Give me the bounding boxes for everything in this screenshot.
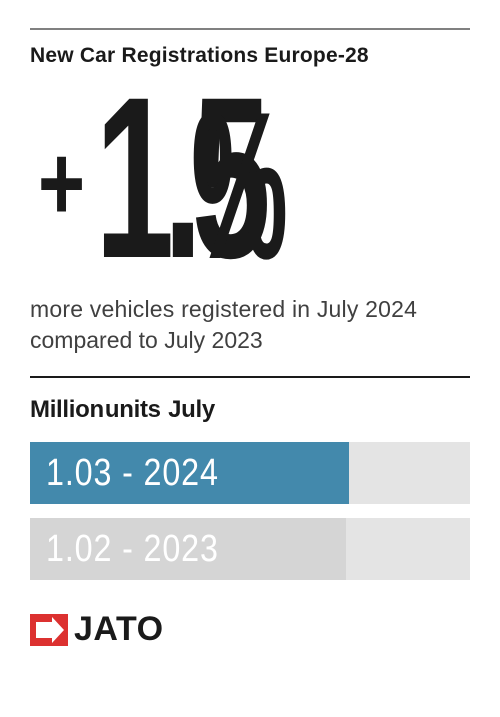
- bar-fill-2023: 1.02 - 2023: [30, 518, 346, 580]
- arrow-icon: [30, 614, 68, 646]
- bar-label-2023: 1.02 - 2023: [46, 528, 219, 571]
- bar-row-2024: 1.03 - 2024: [30, 442, 470, 504]
- headline-prefix: +: [38, 140, 85, 226]
- headline-suffix: %: [191, 102, 288, 270]
- chart-title: Millionunits July: [30, 396, 470, 424]
- bar-row-2023: 1.02 - 2023: [30, 518, 470, 580]
- bar-fill-2024: 1.03 - 2024: [30, 442, 349, 504]
- bar-chart: 1.03 - 2024 1.02 - 2023: [30, 442, 470, 580]
- top-rule: [30, 28, 470, 30]
- bar-label-2024: 1.03 - 2024: [46, 452, 219, 495]
- subtitle-line2: compared to July 2023: [30, 327, 263, 353]
- jato-logo-text: JATO: [74, 610, 164, 649]
- headline-figure: + 1.5 %: [30, 86, 470, 270]
- mid-rule: [30, 376, 470, 378]
- jato-logo-mark: [30, 614, 68, 646]
- jato-logo: JATO: [30, 610, 470, 649]
- infographic-page: New Car Registrations Europe-28 + 1.5 % …: [0, 0, 500, 673]
